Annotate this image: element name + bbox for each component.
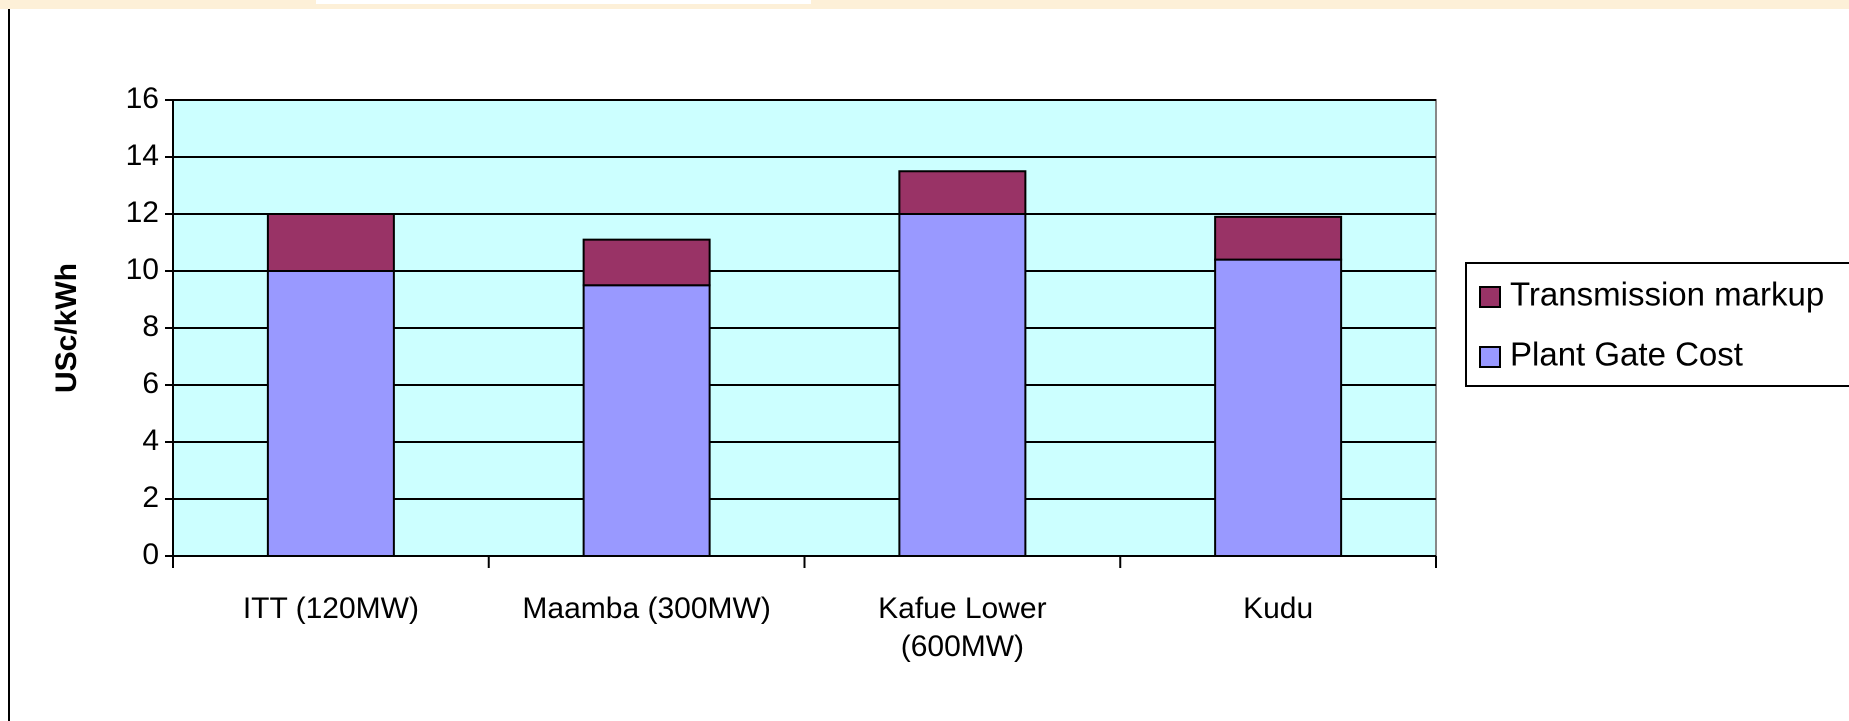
top-band [0,0,1849,9]
x-tick-label: Maamba (300MW) [522,592,771,625]
y-tick-label: 0 [142,538,159,571]
legend-swatch [1479,286,1501,308]
legend-box [1465,262,1849,387]
bar-segment [266,213,395,272]
y-tick-label: 12 [126,196,159,229]
x-tick-label: ITT (120MW) [242,592,419,625]
bar-segment [266,270,395,557]
y-tick-label: 4 [142,424,159,457]
y-tick-label: 6 [142,367,159,400]
y-tick-label: 16 [126,82,159,115]
legend-label: Plant Gate Cost [1510,336,1743,373]
y-tick-label: 8 [142,310,159,343]
legend-label: Transmission markup [1510,276,1824,313]
bar-segment [1214,258,1343,557]
bar-segment [1214,215,1343,261]
x-tick-label: Kafue Lower (600MW) [878,592,1047,663]
bar-segment [898,213,1027,557]
y-tick-label: 2 [142,481,159,514]
x-tick-label: Kudu [1243,592,1314,625]
legend-swatch [1479,346,1501,368]
bar-segment [582,284,711,557]
y-tick-label: 14 [126,139,159,172]
y-tick-label: 10 [126,253,159,286]
y-axis-label: USc/kWh [50,263,83,393]
bar-segment [582,238,711,287]
top-box [316,0,811,4]
bar-segment [898,170,1027,215]
